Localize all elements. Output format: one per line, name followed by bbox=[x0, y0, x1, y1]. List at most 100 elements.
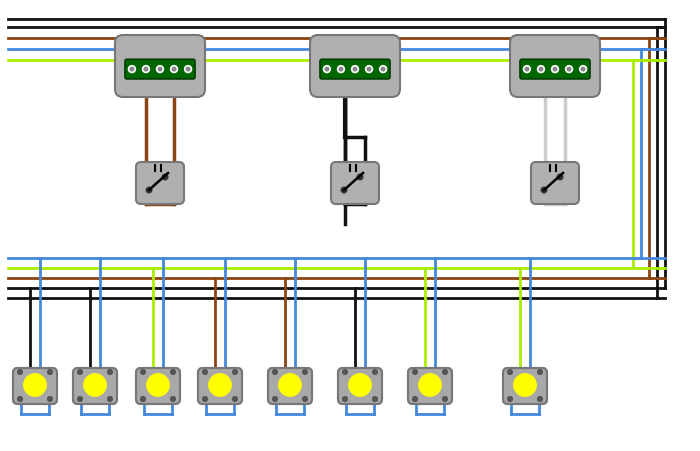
Circle shape bbox=[343, 397, 347, 401]
FancyBboxPatch shape bbox=[73, 368, 117, 404]
Circle shape bbox=[143, 65, 150, 73]
Circle shape bbox=[203, 370, 207, 374]
Circle shape bbox=[443, 397, 447, 401]
Circle shape bbox=[413, 370, 417, 374]
Circle shape bbox=[373, 397, 377, 401]
Circle shape bbox=[84, 374, 106, 396]
Circle shape bbox=[48, 370, 52, 374]
Circle shape bbox=[128, 65, 135, 73]
FancyBboxPatch shape bbox=[268, 368, 312, 404]
FancyBboxPatch shape bbox=[408, 368, 452, 404]
Circle shape bbox=[553, 67, 556, 71]
FancyBboxPatch shape bbox=[503, 368, 547, 404]
Circle shape bbox=[203, 370, 207, 374]
Circle shape bbox=[349, 374, 371, 396]
FancyBboxPatch shape bbox=[115, 35, 205, 97]
Circle shape bbox=[78, 397, 82, 401]
Circle shape bbox=[508, 370, 512, 374]
Circle shape bbox=[539, 67, 542, 71]
Circle shape bbox=[514, 374, 536, 396]
Circle shape bbox=[233, 397, 237, 401]
Circle shape bbox=[171, 65, 178, 73]
Circle shape bbox=[18, 397, 22, 401]
FancyBboxPatch shape bbox=[338, 368, 382, 404]
Circle shape bbox=[373, 370, 377, 374]
Circle shape bbox=[508, 397, 512, 401]
FancyBboxPatch shape bbox=[13, 368, 57, 404]
FancyBboxPatch shape bbox=[125, 59, 195, 79]
Circle shape bbox=[172, 67, 176, 71]
Circle shape bbox=[538, 65, 545, 73]
Circle shape bbox=[514, 374, 536, 396]
Circle shape bbox=[351, 65, 358, 73]
Circle shape bbox=[341, 187, 346, 193]
Circle shape bbox=[273, 397, 277, 401]
Circle shape bbox=[108, 370, 112, 374]
Circle shape bbox=[525, 67, 528, 71]
Circle shape bbox=[130, 67, 134, 71]
Circle shape bbox=[78, 370, 82, 374]
Circle shape bbox=[580, 65, 587, 73]
Circle shape bbox=[279, 374, 301, 396]
Circle shape bbox=[419, 374, 441, 396]
Circle shape bbox=[24, 374, 46, 396]
Circle shape bbox=[419, 374, 441, 396]
Circle shape bbox=[233, 370, 237, 374]
Circle shape bbox=[203, 397, 207, 401]
Circle shape bbox=[557, 174, 563, 180]
Circle shape bbox=[108, 397, 112, 401]
Circle shape bbox=[78, 397, 82, 401]
Circle shape bbox=[303, 397, 307, 401]
Circle shape bbox=[382, 67, 385, 71]
Circle shape bbox=[84, 374, 106, 396]
Circle shape bbox=[373, 370, 377, 374]
Circle shape bbox=[365, 65, 372, 73]
Circle shape bbox=[508, 397, 512, 401]
Circle shape bbox=[18, 370, 22, 374]
Circle shape bbox=[343, 397, 347, 401]
FancyBboxPatch shape bbox=[198, 368, 242, 404]
Circle shape bbox=[508, 370, 512, 374]
Circle shape bbox=[413, 370, 417, 374]
FancyBboxPatch shape bbox=[520, 59, 590, 79]
Circle shape bbox=[157, 65, 164, 73]
Circle shape bbox=[203, 397, 207, 401]
Circle shape bbox=[303, 370, 307, 374]
Circle shape bbox=[273, 370, 277, 374]
FancyBboxPatch shape bbox=[136, 368, 180, 404]
Circle shape bbox=[340, 67, 343, 71]
Circle shape bbox=[273, 397, 277, 401]
Circle shape bbox=[233, 397, 237, 401]
Circle shape bbox=[343, 370, 347, 374]
Circle shape bbox=[48, 397, 52, 401]
Circle shape bbox=[158, 67, 162, 71]
Circle shape bbox=[443, 397, 447, 401]
Circle shape bbox=[273, 370, 277, 374]
Circle shape bbox=[413, 397, 417, 401]
Circle shape bbox=[185, 65, 192, 73]
FancyBboxPatch shape bbox=[13, 368, 57, 404]
Circle shape bbox=[147, 374, 169, 396]
Circle shape bbox=[552, 65, 559, 73]
Circle shape bbox=[171, 370, 175, 374]
Circle shape bbox=[303, 370, 307, 374]
Circle shape bbox=[186, 67, 190, 71]
Circle shape bbox=[567, 67, 570, 71]
FancyBboxPatch shape bbox=[198, 368, 242, 404]
Circle shape bbox=[373, 397, 377, 401]
Circle shape bbox=[538, 397, 542, 401]
FancyBboxPatch shape bbox=[338, 368, 382, 404]
Circle shape bbox=[233, 370, 237, 374]
Circle shape bbox=[443, 370, 447, 374]
FancyBboxPatch shape bbox=[331, 162, 379, 204]
FancyBboxPatch shape bbox=[531, 162, 579, 204]
Circle shape bbox=[141, 397, 145, 401]
FancyBboxPatch shape bbox=[136, 368, 180, 404]
FancyBboxPatch shape bbox=[268, 368, 312, 404]
Circle shape bbox=[162, 174, 168, 180]
Circle shape bbox=[209, 374, 231, 396]
Circle shape bbox=[524, 65, 531, 73]
Circle shape bbox=[141, 397, 145, 401]
Circle shape bbox=[171, 397, 175, 401]
Circle shape bbox=[581, 67, 585, 71]
